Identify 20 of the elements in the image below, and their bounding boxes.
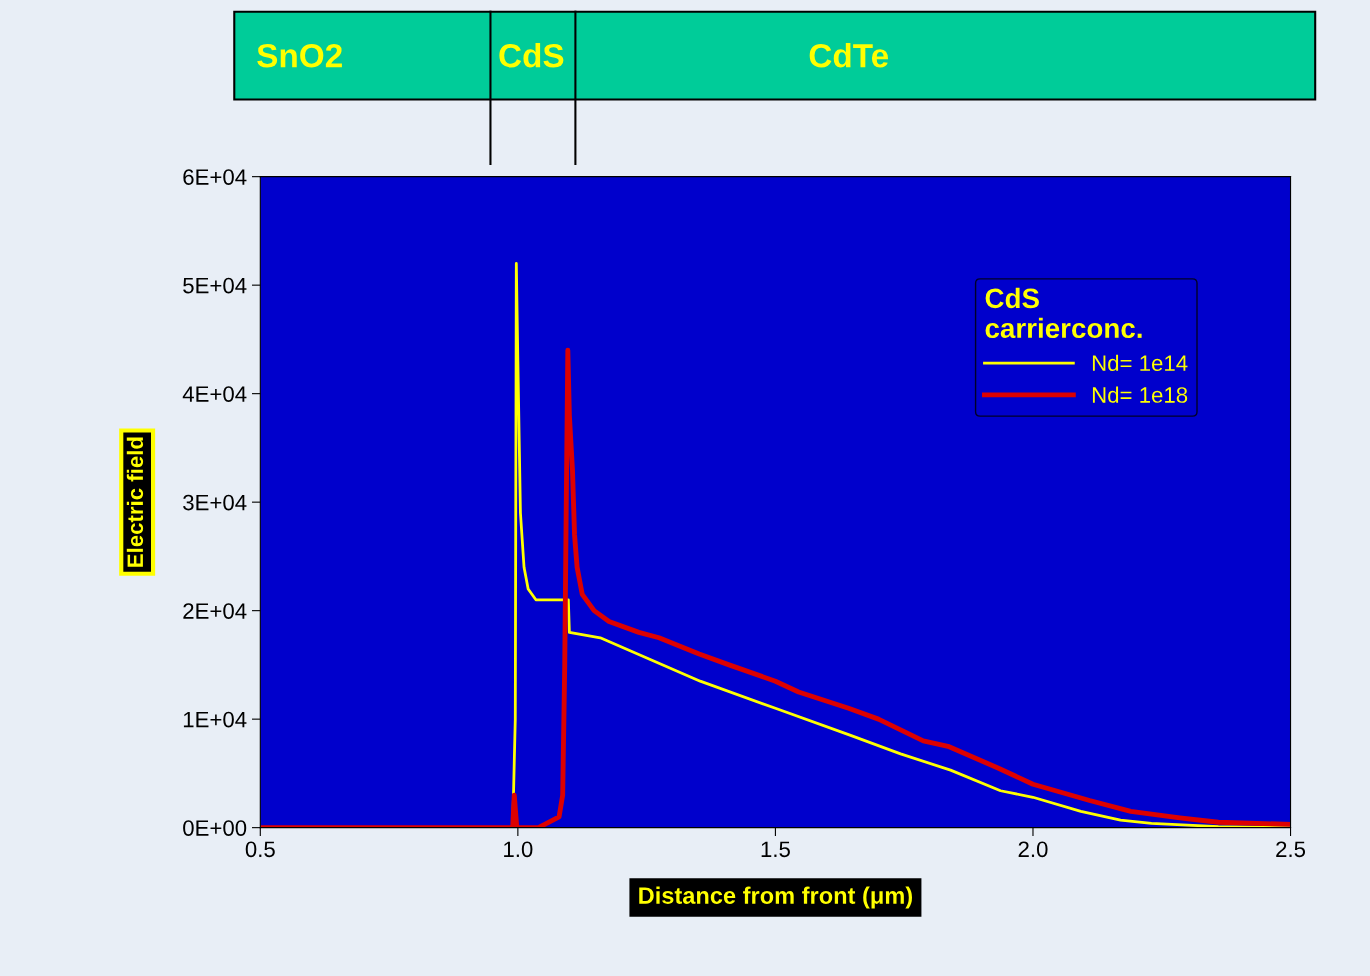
y-tick-label: 5E+04 xyxy=(183,277,247,294)
x-tick-label: 2.5 xyxy=(1276,841,1306,858)
y-tick-label: 2E+04 xyxy=(183,603,247,619)
y-tick-label: 1E+04 xyxy=(183,711,247,728)
legend-label: Nd= 1e18 xyxy=(1092,386,1188,403)
y-tick-label: 0E+00 xyxy=(183,820,247,836)
x-axis-title: Distance from front (μm) xyxy=(639,886,912,909)
text: CdS xyxy=(499,43,564,68)
legend-title: CdS carrierconc. xyxy=(985,287,1142,339)
y-tick-label: 3E+04 xyxy=(183,494,247,511)
y-tick-label: 4E+04 xyxy=(182,386,247,402)
x-tick-label: 2.0 xyxy=(1018,841,1048,858)
x-tick-label: 1.0 xyxy=(504,841,533,858)
y-axis-title: Electric field xyxy=(126,437,144,567)
text: CdTe xyxy=(809,43,889,68)
x-tick-label: 1.5 xyxy=(761,841,790,858)
text: SnO2 xyxy=(257,43,342,68)
y-tick-label: 6E+04 xyxy=(183,169,247,185)
legend-label: Nd= 1e14 xyxy=(1092,354,1188,372)
x-tick-label: 0.5 xyxy=(245,841,275,858)
